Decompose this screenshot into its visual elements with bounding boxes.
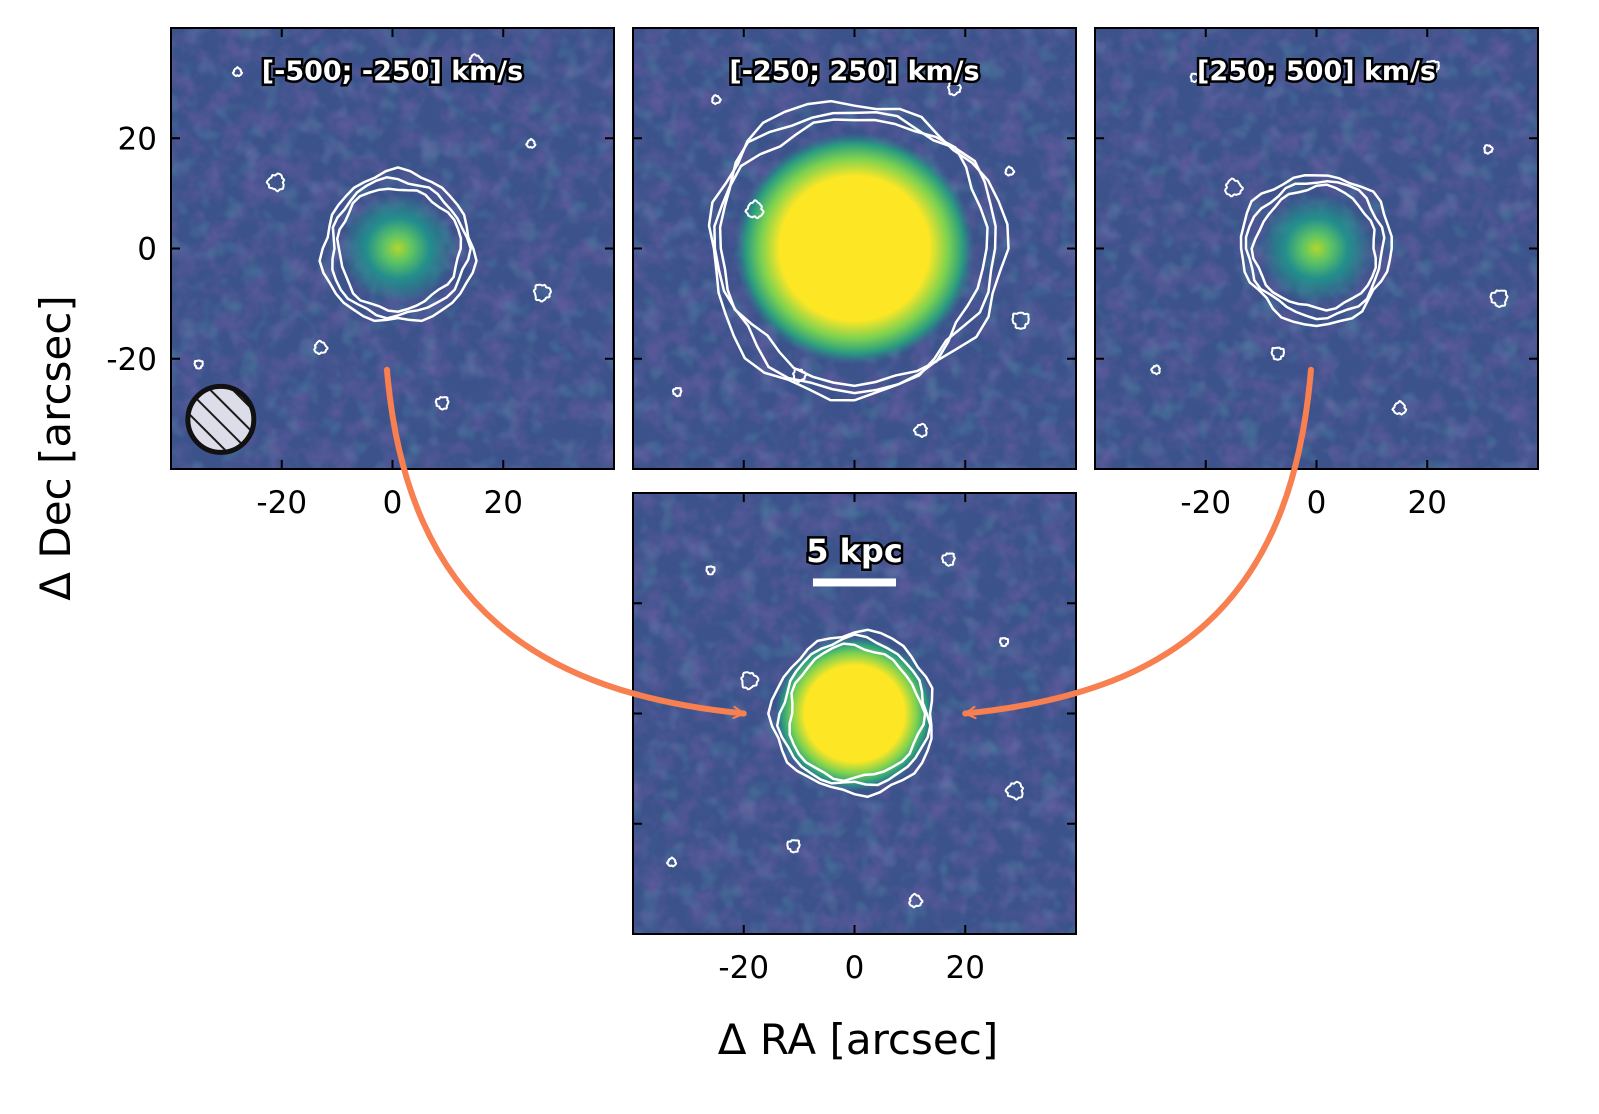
noise-contour: [1150, 364, 1162, 376]
scalebar-label: 5 kpc: [806, 532, 903, 570]
contour-combined-2: [775, 633, 932, 787]
emission-blue: [340, 193, 456, 304]
panels: [-500; -250] km/s -20 0 20 20 0 -20 [-250; 250]…: [106, 27, 1539, 986]
contour-blue-1: [318, 166, 478, 323]
arrow-red-to-combined: [962, 366, 1314, 720]
y-tick-label: 0: [137, 232, 157, 268]
noise-contour: [1004, 165, 1016, 177]
panel-title-center: [-250; 250] km/s: [729, 56, 979, 87]
x-tick-label: -20: [718, 950, 769, 986]
emission-combined: [774, 635, 935, 792]
contour-center-3: [718, 118, 989, 388]
contour-combined-3: [788, 642, 927, 783]
arrow-blue-to-combined: [383, 366, 747, 720]
noise-contour: [1483, 144, 1494, 155]
panel-title-red: [250; 500] km/s: [1197, 56, 1436, 87]
x-tick-label: 20: [946, 950, 985, 986]
noise-contour: [908, 892, 924, 909]
x-tick-label: -20: [256, 485, 307, 521]
noise-contour: [912, 422, 929, 439]
contour-combined-1: [767, 628, 934, 799]
x-tick-label: 20: [484, 485, 523, 521]
beam-ellipse: [185, 383, 257, 455]
panel-combined: 5 kpc -20 0 20: [632, 492, 1077, 986]
noise-contour: [313, 339, 329, 355]
noise-contour: [532, 283, 552, 303]
noise-contour: [671, 386, 683, 398]
noise-contour: [711, 93, 722, 106]
noise-contour: [434, 396, 450, 411]
x-axis-title: Δ RA [arcsec]: [718, 1015, 998, 1064]
emission-center: [734, 132, 975, 365]
noise-contour: [786, 839, 801, 854]
noise-contour: [193, 359, 204, 370]
x-tick-label: 0: [1307, 485, 1327, 521]
noise-contour: [1270, 346, 1286, 361]
panel-center: [-250; 250] km/s: [632, 27, 1077, 470]
noise-contour: [941, 552, 956, 567]
noise-contour: [744, 199, 765, 220]
noise-contour: [1004, 780, 1025, 801]
y-tick-label: -20: [106, 342, 157, 378]
noise-contour: [265, 172, 286, 193]
contour-blue-3: [335, 187, 463, 313]
noise-contour: [468, 53, 484, 69]
noise-contour: [1425, 59, 1440, 75]
noise-contour: [665, 856, 678, 868]
noise-contour: [231, 65, 244, 78]
x-tick-label: 0: [845, 950, 865, 986]
panel-blue: [-500; -250] km/s -20 0 20 20 0 -20: [106, 27, 615, 521]
noise-contour: [1391, 399, 1408, 416]
x-tick-label: -20: [1180, 485, 1231, 521]
noise-contour: [525, 137, 537, 149]
contour-red-1: [1239, 174, 1393, 328]
contour-blue-2: [331, 176, 472, 320]
contour-red-2: [1244, 179, 1386, 321]
contour-red-3: [1250, 183, 1377, 312]
y-axis-title: Δ Dec [arcsec]: [31, 295, 80, 600]
noise-contour: [740, 671, 760, 691]
noise-contour: [792, 368, 807, 383]
emission-red: [1258, 193, 1375, 304]
y-tick-label: 20: [118, 121, 157, 157]
noise-contour: [1489, 289, 1509, 309]
panel-red: [250; 500] km/s -20 0 20: [1094, 27, 1539, 521]
arrows: [383, 366, 1314, 720]
noise-contour: [705, 565, 716, 576]
x-tick-label: 20: [1408, 485, 1447, 521]
noise-contour: [1011, 311, 1030, 330]
x-tick-label: 0: [383, 485, 403, 521]
noise-contour: [947, 81, 962, 97]
noise-contour: [1224, 177, 1244, 198]
scalebar: [812, 578, 897, 587]
noise-contour: [1189, 72, 1201, 84]
panel-title-blue: [-500; -250] km/s: [262, 56, 523, 87]
noise-contour: [998, 637, 1010, 648]
